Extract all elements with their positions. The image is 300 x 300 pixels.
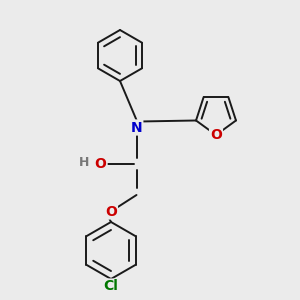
Text: N: N: [131, 121, 142, 134]
Text: H: H: [79, 155, 89, 169]
Text: O: O: [105, 205, 117, 218]
Text: O: O: [210, 128, 222, 142]
Text: Cl: Cl: [103, 280, 118, 293]
Text: O: O: [94, 157, 106, 170]
